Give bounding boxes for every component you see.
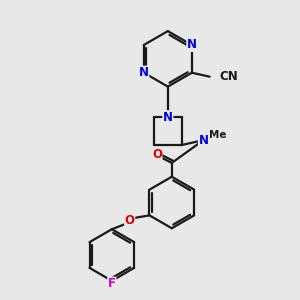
Text: N: N [139,66,149,79]
Text: N: N [163,111,173,124]
Text: Me: Me [209,130,227,140]
Text: F: F [108,277,116,290]
Text: N: N [187,38,197,52]
Text: O: O [152,148,162,161]
Text: O: O [125,214,135,227]
Text: CN: CN [220,70,238,83]
Text: N: N [199,134,208,147]
